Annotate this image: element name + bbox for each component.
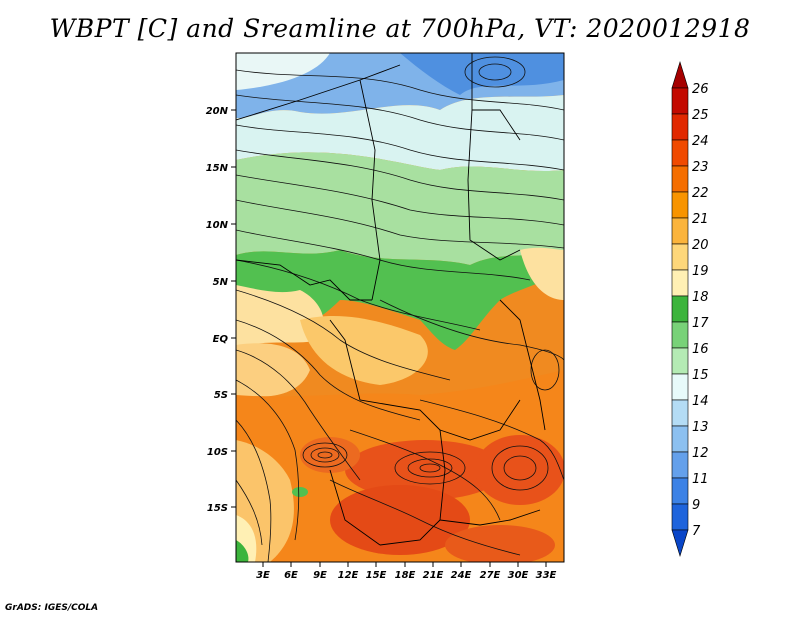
- country-borders: [236, 53, 546, 546]
- colorbar-label: 9: [692, 498, 700, 513]
- lon-label: 3E: [256, 570, 270, 581]
- lon-label: 21E: [423, 570, 444, 581]
- colorbar-label: 19: [692, 264, 709, 279]
- colorbar-label: 7: [692, 524, 701, 539]
- lat-label: 10S: [207, 447, 228, 458]
- colorbar-label: 12: [692, 446, 709, 461]
- lat-label: 15N: [206, 163, 229, 174]
- colorbar-swatch: [671, 113, 689, 141]
- lon-label: 24E: [451, 570, 472, 581]
- chart-title: WBPT [C] and Sreamline at 700hPa, VT: 20…: [49, 14, 751, 43]
- colorbar-swatch: [671, 503, 689, 531]
- colorbar-swatch: [671, 191, 689, 219]
- lat-label: EQ: [213, 334, 229, 345]
- colorbar-swatch: [671, 269, 689, 297]
- lat-label: 5S: [214, 390, 228, 401]
- lon-label: 18E: [395, 570, 416, 581]
- lon-label: 30E: [508, 570, 529, 581]
- colorbar-top-arrow: [671, 60, 689, 89]
- colorbar-label: 17: [692, 316, 709, 331]
- colorbar-label: 22: [692, 186, 709, 201]
- colorbar: 26 25 24 23 22 21 20 19 18 17 16 15 14 13 12 11 9 7: [671, 60, 709, 558]
- colorbar-label: 26: [692, 82, 709, 97]
- colorbar-swatch: [671, 139, 689, 167]
- colorbar-swatch: [671, 451, 689, 479]
- colorbar-label: 24: [692, 134, 709, 149]
- colorbar-swatch: [671, 217, 689, 245]
- footer-credit: GrADS: IGES/COLA: [5, 603, 99, 613]
- colorbar-label: 21: [692, 212, 709, 227]
- colorbar-swatch: [671, 295, 689, 323]
- colorbar-label: 14: [692, 394, 709, 409]
- lat-label: 5N: [213, 277, 229, 288]
- lon-label: 9E: [313, 570, 327, 581]
- colorbar-swatch: [671, 347, 689, 375]
- lon-label: 27E: [480, 570, 501, 581]
- lat-label: 10N: [206, 220, 229, 231]
- colorbar-swatch: [671, 425, 689, 453]
- colorbar-label: 25: [692, 108, 709, 123]
- wbpt-field: [236, 53, 564, 562]
- lat-label: 15S: [207, 503, 228, 514]
- colorbar-swatch: [671, 399, 689, 427]
- colorbar-swatch: [671, 243, 689, 271]
- colorbar-label: 13: [692, 420, 709, 435]
- colorbar-swatch: [671, 321, 689, 349]
- lat-label: 20N: [206, 106, 229, 117]
- map-frame: [235, 52, 565, 563]
- colorbar-swatch: [671, 165, 689, 193]
- lon-label: 12E: [338, 570, 359, 581]
- longitude-axis: [262, 562, 547, 567]
- lon-label: 6E: [284, 570, 298, 581]
- lon-label: 15E: [366, 570, 387, 581]
- colorbar-label: 11: [692, 472, 709, 487]
- colorbar-bottom-arrow: [671, 529, 689, 558]
- colorbar-label: 23: [692, 160, 709, 175]
- colorbar-label: 16: [692, 342, 709, 357]
- colorbar-swatch: [671, 87, 689, 115]
- latitude-axis: [231, 109, 236, 508]
- colorbar-swatch: [671, 373, 689, 401]
- colorbar-label: 18: [692, 290, 709, 305]
- colorbar-label: 20: [692, 238, 709, 253]
- colorbar-swatch: [671, 477, 689, 505]
- lon-label: 33E: [536, 570, 557, 581]
- colorbar-label: 15: [692, 368, 709, 383]
